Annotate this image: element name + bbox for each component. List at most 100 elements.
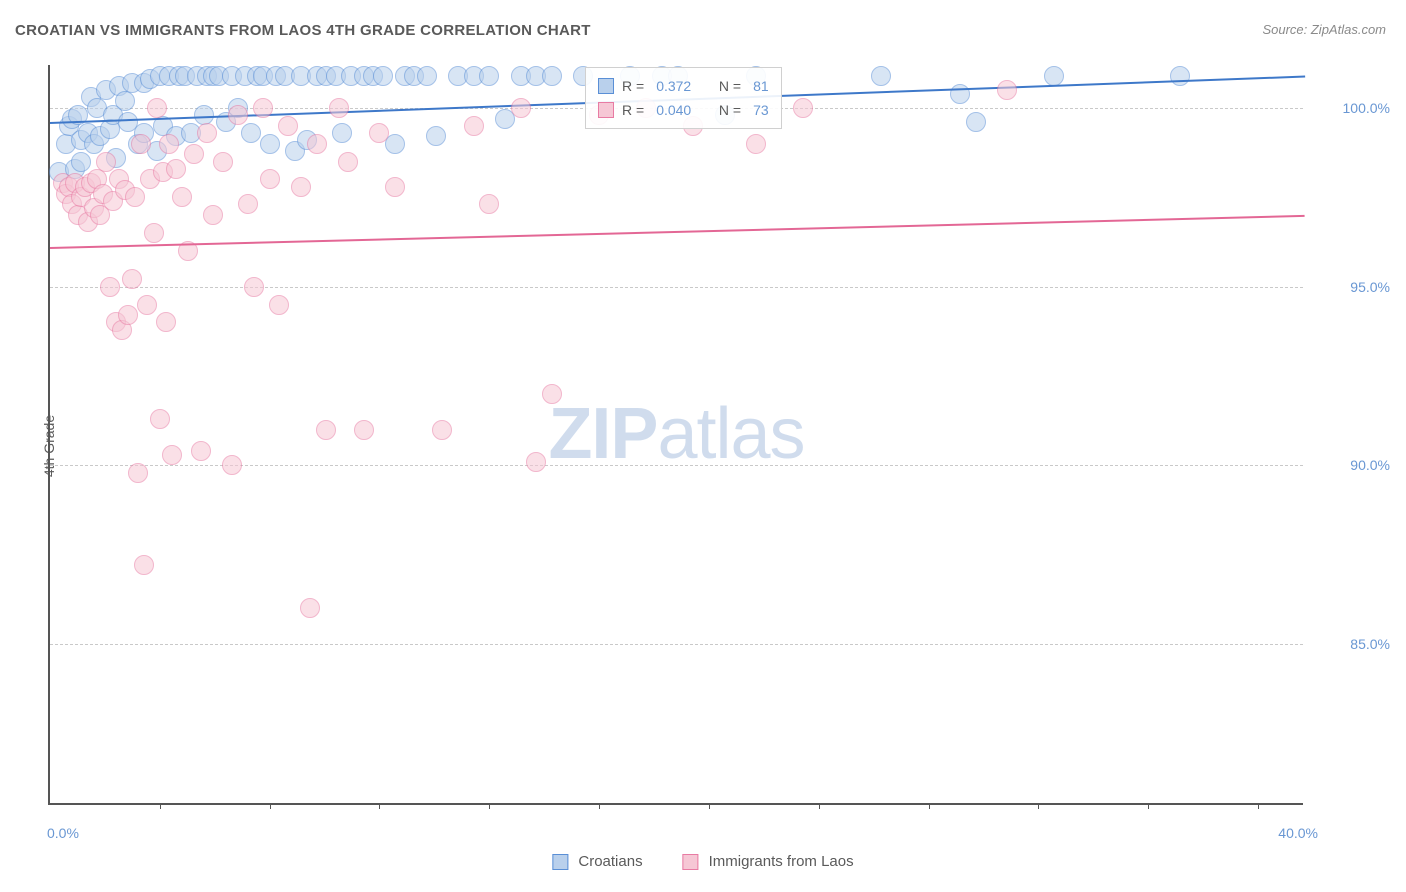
data-point [432,420,452,440]
plot-area: ZIPatlas 85.0%90.0%95.0%100.0%0.0%40.0%R… [48,65,1303,805]
stats-legend-row: R = 0.372 N = 81 [598,74,769,98]
legend-item-laos: Immigrants from Laos [683,853,854,870]
data-point [479,194,499,214]
x-tick [379,803,380,809]
n-value: 73 [753,102,769,118]
x-label-left: 0.0% [47,825,79,841]
r-label: R = [622,102,644,118]
y-tick-label: 95.0% [1310,279,1390,295]
y-tick-label: 85.0% [1310,636,1390,652]
data-point [244,277,264,297]
data-point [115,91,135,111]
data-point [329,98,349,118]
data-point [71,152,91,172]
legend-swatch [598,102,614,118]
data-point [184,144,204,164]
data-point [159,134,179,154]
data-point [100,277,120,297]
data-point [1044,66,1064,86]
data-point [338,152,358,172]
legend-swatch [598,78,614,94]
x-label-right: 40.0% [1278,825,1318,841]
data-point [479,66,499,86]
data-point [354,420,374,440]
data-point [307,134,327,154]
x-tick [1148,803,1149,809]
x-tick [929,803,930,809]
data-point [260,134,280,154]
data-point [162,445,182,465]
data-point [966,112,986,132]
data-point [222,455,242,475]
data-point [122,269,142,289]
n-label: N = [719,102,741,118]
data-point [131,134,151,154]
data-point [213,152,233,172]
data-point [1170,66,1190,86]
stats-legend: R = 0.372 N = 81 R = 0.040 N = 73 [585,67,782,129]
data-point [228,105,248,125]
data-point [147,98,167,118]
data-point [253,98,273,118]
data-point [316,420,336,440]
data-point [150,409,170,429]
data-point [426,126,446,146]
data-point [511,98,531,118]
trendline [50,215,1305,249]
data-point [542,384,562,404]
legend-swatch-laos [683,854,699,870]
x-tick [599,803,600,809]
data-point [464,116,484,136]
bottom-legend: Croatians Immigrants from Laos [552,853,853,870]
r-value: 0.040 [656,102,691,118]
data-point [118,305,138,325]
data-point [746,134,766,154]
data-point [269,295,289,315]
watermark: ZIPatlas [548,393,804,475]
data-point [203,205,223,225]
source-label: Source: ZipAtlas.com [1262,22,1386,37]
x-tick [709,803,710,809]
x-tick [160,803,161,809]
data-point [241,123,261,143]
legend-swatch-croatians [552,854,568,870]
x-tick [489,803,490,809]
data-point [542,66,562,86]
n-label: N = [719,78,741,94]
legend-label-croatians: Croatians [578,853,642,870]
y-tick-label: 90.0% [1310,457,1390,473]
data-point [144,223,164,243]
data-point [871,66,891,86]
r-label: R = [622,78,644,94]
gridline [50,644,1303,645]
data-point [260,169,280,189]
chart-title: CROATIAN VS IMMIGRANTS FROM LAOS 4TH GRA… [15,22,591,39]
data-point [166,159,186,179]
y-tick-label: 100.0% [1310,100,1390,116]
stats-legend-row: R = 0.040 N = 73 [598,98,769,122]
data-point [385,177,405,197]
data-point [332,123,352,143]
x-tick [270,803,271,809]
data-point [125,187,145,207]
data-point [128,463,148,483]
legend-item-croatians: Croatians [552,853,642,870]
data-point [197,123,217,143]
x-tick [1258,803,1259,809]
data-point [369,123,389,143]
data-point [950,84,970,104]
data-point [137,295,157,315]
data-point [291,177,311,197]
data-point [300,598,320,618]
r-value: 0.372 [656,78,691,94]
x-tick [819,803,820,809]
legend-label-laos: Immigrants from Laos [709,853,854,870]
n-value: 81 [753,78,769,94]
data-point [134,555,154,575]
data-point [96,152,116,172]
data-point [278,116,298,136]
data-point [156,312,176,332]
x-tick [1038,803,1039,809]
watermark-zip: ZIP [548,394,657,474]
data-point [238,194,258,214]
